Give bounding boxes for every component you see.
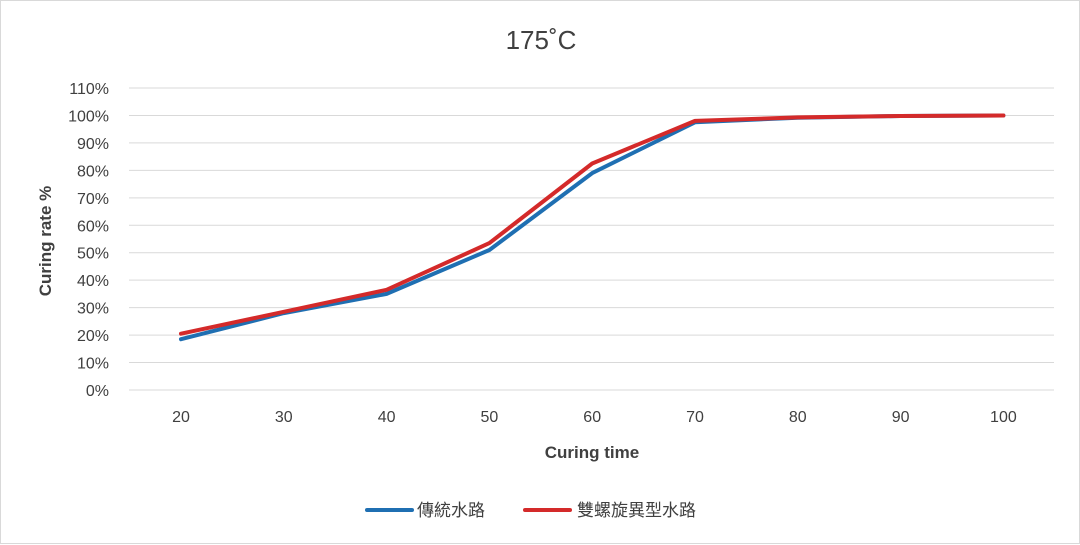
- x-tick-label: 20: [172, 409, 190, 426]
- y-tick-label: 70%: [77, 191, 109, 208]
- y-tick-label: 90%: [77, 136, 109, 153]
- y-tick-label: 110%: [69, 81, 109, 98]
- y-tick-label: 100%: [68, 108, 109, 125]
- y-tick-label: 80%: [77, 163, 109, 180]
- x-tick-label: 100: [990, 409, 1017, 426]
- y-tick-label: 0%: [86, 383, 109, 400]
- legend: 傳統水路 雙螺旋異型水路: [365, 501, 696, 521]
- series-line-2: [179, 113, 1006, 336]
- y-axis-title: Curing rate %: [36, 186, 55, 297]
- y-tick-label: 40%: [77, 273, 109, 290]
- legend-label: 雙螺旋異型水路: [577, 501, 696, 521]
- legend-item-2: 雙螺旋異型水路: [523, 501, 696, 521]
- x-tick-label: 90: [892, 409, 910, 426]
- legend-item-1: 傳統水路: [365, 501, 485, 521]
- x-tick-label: 80: [789, 409, 807, 426]
- y-tick-label: 50%: [77, 246, 109, 263]
- x-tick-label: 70: [686, 409, 704, 426]
- y-tick-label: 60%: [77, 218, 109, 235]
- chart-title: 175˚C: [506, 25, 577, 55]
- y-axis-ticks: 0% 10% 20% 30% 40% 50% 60% 70% 80% 90% 100% 110%: [68, 81, 109, 400]
- y-tick-label: 20%: [77, 328, 109, 345]
- grid: [129, 87, 1054, 391]
- series-lines: [179, 113, 1006, 342]
- x-tick-label: 30: [275, 409, 293, 426]
- x-tick-label: 50: [481, 409, 499, 426]
- x-tick-label: 40: [378, 409, 396, 426]
- x-axis-ticks: 20 30 40 50 60 70 80 90 100: [172, 409, 1017, 426]
- y-tick-label: 30%: [77, 301, 109, 318]
- x-tick-label: 60: [583, 409, 601, 426]
- y-tick-label: 10%: [77, 356, 109, 373]
- legend-label: 傳統水路: [417, 501, 485, 521]
- x-axis-title: Curing time: [545, 443, 639, 462]
